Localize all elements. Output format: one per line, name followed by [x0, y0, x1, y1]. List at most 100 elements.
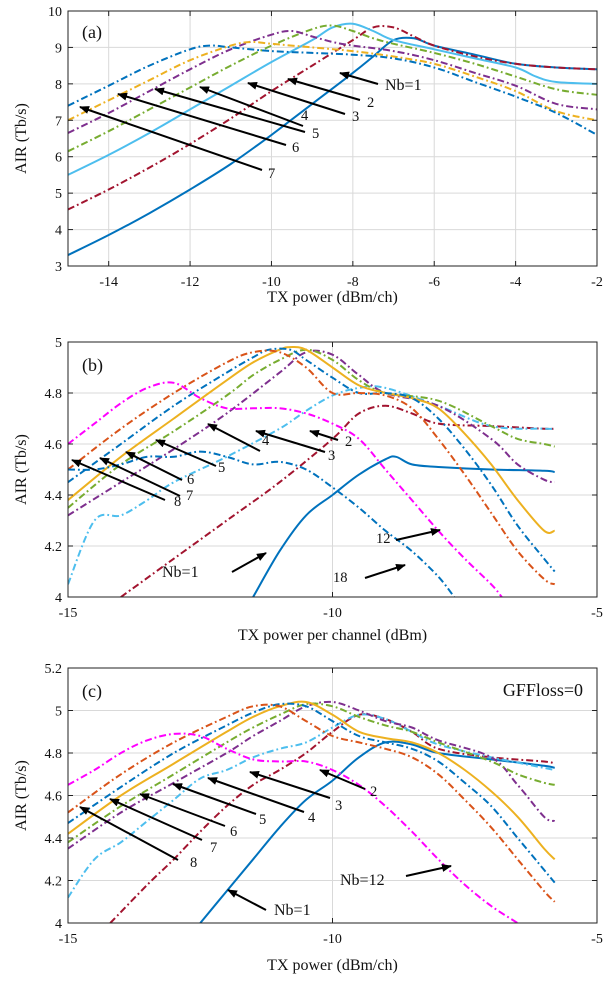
y-tick-label: 4 [55, 917, 62, 932]
series-line-nb-1 [199, 740, 555, 923]
series-line-8 [68, 349, 556, 586]
x-tick-label: -10 [323, 932, 342, 947]
y-axis-label: AIR (Tb/s) [13, 434, 30, 505]
y-tick-label: 4.4 [45, 489, 63, 504]
y-tick-label: 9 [55, 41, 62, 56]
series-line-4 [68, 349, 555, 517]
annotation-label: 2 [370, 784, 377, 800]
y-tick-label: 3 [55, 260, 62, 275]
annotation-label: 12 [376, 531, 391, 547]
y-tick-label: 4.8 [45, 387, 63, 402]
x-tick-label: -15 [59, 606, 78, 621]
panel-3: -15 -10 -5 4 4.2 4.4 4.6 4.8 5 5.2 TX power (dBm/c… [13, 662, 603, 974]
x-tick-label: -8 [347, 275, 359, 290]
annotation-label: 4 [308, 810, 316, 826]
annotation-label: 5 [218, 460, 225, 476]
x-axis-label: TX power (dBm/ch) [267, 289, 398, 306]
series-line-6 [68, 700, 556, 861]
y-tick-label: 5.2 [45, 662, 63, 677]
y-tick-label: 4 [55, 224, 62, 239]
y-axis-label: AIR (Tb/s) [13, 103, 30, 174]
annotation-arrow [227, 889, 267, 911]
annotation-arrow [339, 71, 379, 85]
annotation-label: 3 [335, 798, 342, 814]
x-tick-label: -5 [591, 932, 603, 947]
series-line-7 [68, 702, 556, 884]
annotation-arrow [99, 457, 181, 497]
series-line-6 [68, 40, 597, 122]
series-line-7 [68, 347, 556, 573]
axes-box [67, 10, 598, 267]
series-line-8 [68, 703, 556, 903]
annotation-arrow [79, 806, 179, 861]
series-line-5 [68, 29, 597, 134]
annotation-label: 7 [210, 840, 217, 856]
annotation-label: 2 [367, 95, 374, 111]
x-tick-label: -2 [591, 275, 603, 290]
series-line-6 [68, 346, 555, 534]
series-line-nb-1 [252, 455, 555, 597]
x-tick-label: -5 [591, 606, 603, 621]
series-line-12 [68, 732, 519, 923]
y-tick-label: 5 [55, 705, 62, 720]
x-tick-label: -12 [181, 275, 200, 290]
annotation-arrow [79, 106, 263, 171]
panel-2: -15 -10 -5 4 4.2 4.4 4.6 4.8 5 TX power per chann… [13, 336, 603, 644]
annotation-arrow [71, 459, 166, 501]
annotation-arrow [247, 81, 346, 115]
x-tick-label: -15 [59, 932, 78, 947]
annotation-arrow [199, 86, 304, 127]
y-tick-label: 8 [55, 78, 62, 93]
y-tick-label: 7 [55, 114, 62, 129]
annotation-label: Nb=1 [274, 902, 311, 919]
annotation-label: Nb=1 [385, 77, 422, 94]
x-tick-label: -4 [510, 275, 522, 290]
annotation-arrow [231, 552, 267, 573]
annotation-arrow [125, 451, 183, 481]
annotation-label: 3 [352, 109, 359, 125]
annotation-arrow [117, 92, 287, 146]
annotation-arrow [287, 77, 361, 101]
y-tick-label: 4.2 [45, 875, 63, 890]
annotation-arrow [109, 798, 203, 841]
annotation-arrow [255, 429, 326, 453]
series-group [68, 700, 556, 923]
x-axis-label: TX power (dBm/ch) [267, 957, 398, 974]
annotation-arrow [155, 439, 217, 467]
series-line-2 [109, 713, 555, 923]
x-tick-label: -10 [323, 606, 342, 621]
annotation-arrow [172, 783, 257, 815]
annotation-label: Nb=1 [162, 564, 199, 581]
panel-label: (a) [82, 22, 102, 43]
annotation-arrow [364, 563, 406, 579]
series-line-7 [68, 44, 597, 136]
annotation-label: 7 [186, 488, 193, 504]
series-line-2 [68, 25, 597, 211]
annotation-label: 5 [312, 126, 319, 142]
annotation-label: Nb=12 [340, 872, 385, 889]
series-line-3 [68, 22, 597, 176]
series-line-5 [68, 348, 555, 509]
annotation-label: 18 [333, 570, 348, 586]
annotation-arrow [207, 777, 305, 813]
annotation-arrow [309, 429, 339, 441]
series-line-5 [68, 702, 555, 844]
y-tick-label: 5 [55, 336, 62, 351]
annotation-label: 4 [262, 433, 270, 449]
panel-label: (c) [82, 681, 102, 702]
annotation-label: 5 [259, 812, 266, 828]
series-line-4 [68, 700, 556, 850]
y-tick-label: 4.8 [45, 747, 63, 762]
annotation-label: 6 [187, 472, 194, 488]
y-tick-label: 4.6 [45, 438, 63, 453]
annotation-arrow [207, 423, 261, 452]
annotation-arrow [319, 769, 366, 790]
annotation-label: 3 [328, 448, 335, 464]
annotation-label: 6 [292, 140, 299, 156]
annotation-arrow [395, 528, 441, 541]
series-line-12 [68, 381, 503, 597]
x-tick-label: -14 [99, 275, 118, 290]
series-line-4 [68, 24, 597, 153]
